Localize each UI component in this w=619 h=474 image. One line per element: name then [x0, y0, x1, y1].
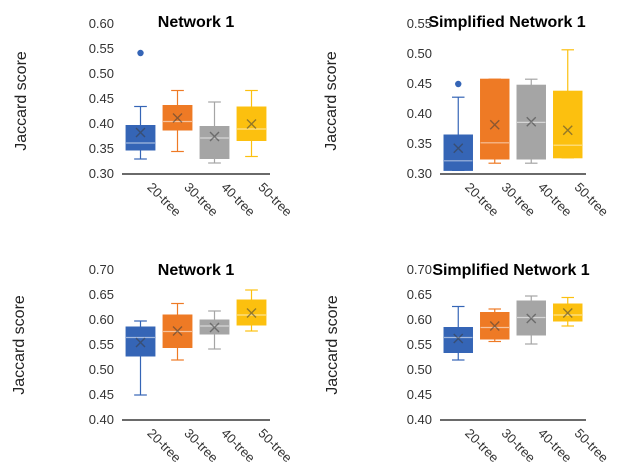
y-tick-label: 0.45	[89, 387, 114, 402]
box	[199, 126, 230, 159]
mean-marker	[209, 322, 220, 333]
y-tick-label: 0.60	[89, 312, 114, 327]
y-tick-label: 0.60	[89, 16, 114, 31]
plot-area: 0.30 0.35 0.40 0.45 0.50 0.55 0.60 20-tree30-tr…	[89, 16, 295, 219]
mean-marker	[562, 308, 573, 318]
x-tick-label: 20-tree	[462, 180, 502, 220]
mean-marker	[489, 119, 500, 130]
y-tick-label: 0.50	[407, 362, 432, 377]
box	[553, 90, 583, 159]
panel-2: Simplified Network 1 Jaccard score 0.300…	[323, 14, 611, 219]
y-tick-label: 0.70	[407, 262, 432, 277]
x-tick-label: 20-tree	[144, 426, 184, 466]
y-tick-label: 0.70	[89, 262, 114, 277]
chart-title: Simplified Network 1	[428, 14, 585, 31]
y-tick-label: 0.30	[407, 166, 432, 181]
x-tick-label: 50-tree	[255, 426, 295, 466]
y-axis-label: Jaccard score	[13, 51, 30, 151]
y-tick-label: 0.55	[407, 337, 432, 352]
mean-marker	[246, 308, 257, 318]
chart-title: Network 1	[158, 262, 235, 279]
box	[236, 106, 267, 141]
x-tick-label: 20-tree	[144, 180, 184, 220]
x-tick-label: 40-tree	[535, 180, 575, 220]
mean-marker	[562, 125, 573, 136]
y-axis-label: Jaccard score	[11, 295, 28, 395]
y-tick-label: 0.55	[89, 337, 114, 352]
panel-3: Network 1 Jaccard score 0.40 0.45 0.50 0.55…	[11, 262, 295, 465]
y-tick-label: 0.50	[89, 66, 114, 81]
y-axis-label: Jaccard score	[323, 51, 340, 151]
plot-area: 0.30 0.35 0.40 0.45 0.50 0.55 20-tree30-tree40…	[407, 16, 612, 219]
mean-marker	[526, 313, 537, 324]
y-tick-label: 0.55	[407, 16, 432, 31]
box	[443, 134, 473, 171]
y-axis-label: Jaccard score	[324, 295, 341, 395]
plot-area: 0.40 0.45 0.50 0.55 0.60 0.65 0.70 20-tree30-tr…	[89, 262, 295, 465]
mean-marker	[135, 337, 146, 348]
x-tick-label: 50-tree	[255, 180, 295, 220]
mean-marker	[246, 119, 257, 129]
box	[125, 125, 156, 151]
outlier-point	[137, 49, 144, 57]
y-tick-label: 0.65	[407, 287, 432, 302]
y-tick-label: 0.40	[407, 106, 432, 121]
y-tick-label: 0.65	[89, 287, 114, 302]
mean-marker	[453, 143, 464, 154]
mean-marker	[453, 333, 464, 344]
panel-4: Simplified Network 1 Jaccard score 0.400…	[324, 262, 611, 465]
outlier-point	[455, 80, 462, 88]
x-tick-label: 20-tree	[462, 426, 502, 466]
y-tick-label: 0.45	[89, 91, 114, 106]
plot-area: 0.40 0.45 0.50 0.55 0.60 0.65 0.70 20-tree30-tr…	[407, 262, 612, 465]
x-tick-label: 30-tree	[181, 180, 221, 220]
chart-title: Network 1	[158, 14, 235, 31]
y-tick-label: 0.30	[89, 166, 114, 181]
x-tick-label: 40-tree	[218, 180, 258, 220]
mean-marker	[526, 116, 537, 127]
panel-1: Network 1 Jaccard score 0.30 0.35 0.40 0.45…	[13, 14, 295, 219]
y-tick-label: 0.35	[407, 136, 432, 151]
y-tick-label: 0.50	[407, 46, 432, 61]
y-tick-label: 0.50	[89, 362, 114, 377]
x-tick-label: 50-tree	[572, 180, 612, 220]
box	[480, 78, 510, 160]
mean-marker	[209, 131, 220, 142]
x-tick-label: 40-tree	[218, 426, 258, 466]
mean-marker	[135, 127, 146, 138]
mean-marker	[172, 326, 183, 336]
y-tick-label: 0.40	[89, 412, 114, 427]
chart-title: Simplified Network 1	[432, 262, 589, 279]
x-tick-label: 50-tree	[572, 426, 612, 466]
y-tick-label: 0.40	[89, 116, 114, 131]
y-tick-label: 0.35	[89, 141, 114, 156]
y-tick-label: 0.45	[407, 76, 432, 91]
x-tick-label: 30-tree	[499, 426, 539, 466]
box	[125, 326, 156, 357]
x-tick-label: 30-tree	[181, 426, 221, 466]
box	[443, 327, 473, 353]
mean-marker	[489, 321, 500, 331]
y-tick-label: 0.60	[407, 312, 432, 327]
x-tick-label: 30-tree	[499, 180, 539, 220]
y-tick-label: 0.40	[407, 412, 432, 427]
x-tick-label: 40-tree	[535, 426, 575, 466]
y-tick-label: 0.45	[407, 387, 432, 402]
mean-marker	[172, 113, 183, 123]
y-tick-label: 0.55	[89, 41, 114, 56]
